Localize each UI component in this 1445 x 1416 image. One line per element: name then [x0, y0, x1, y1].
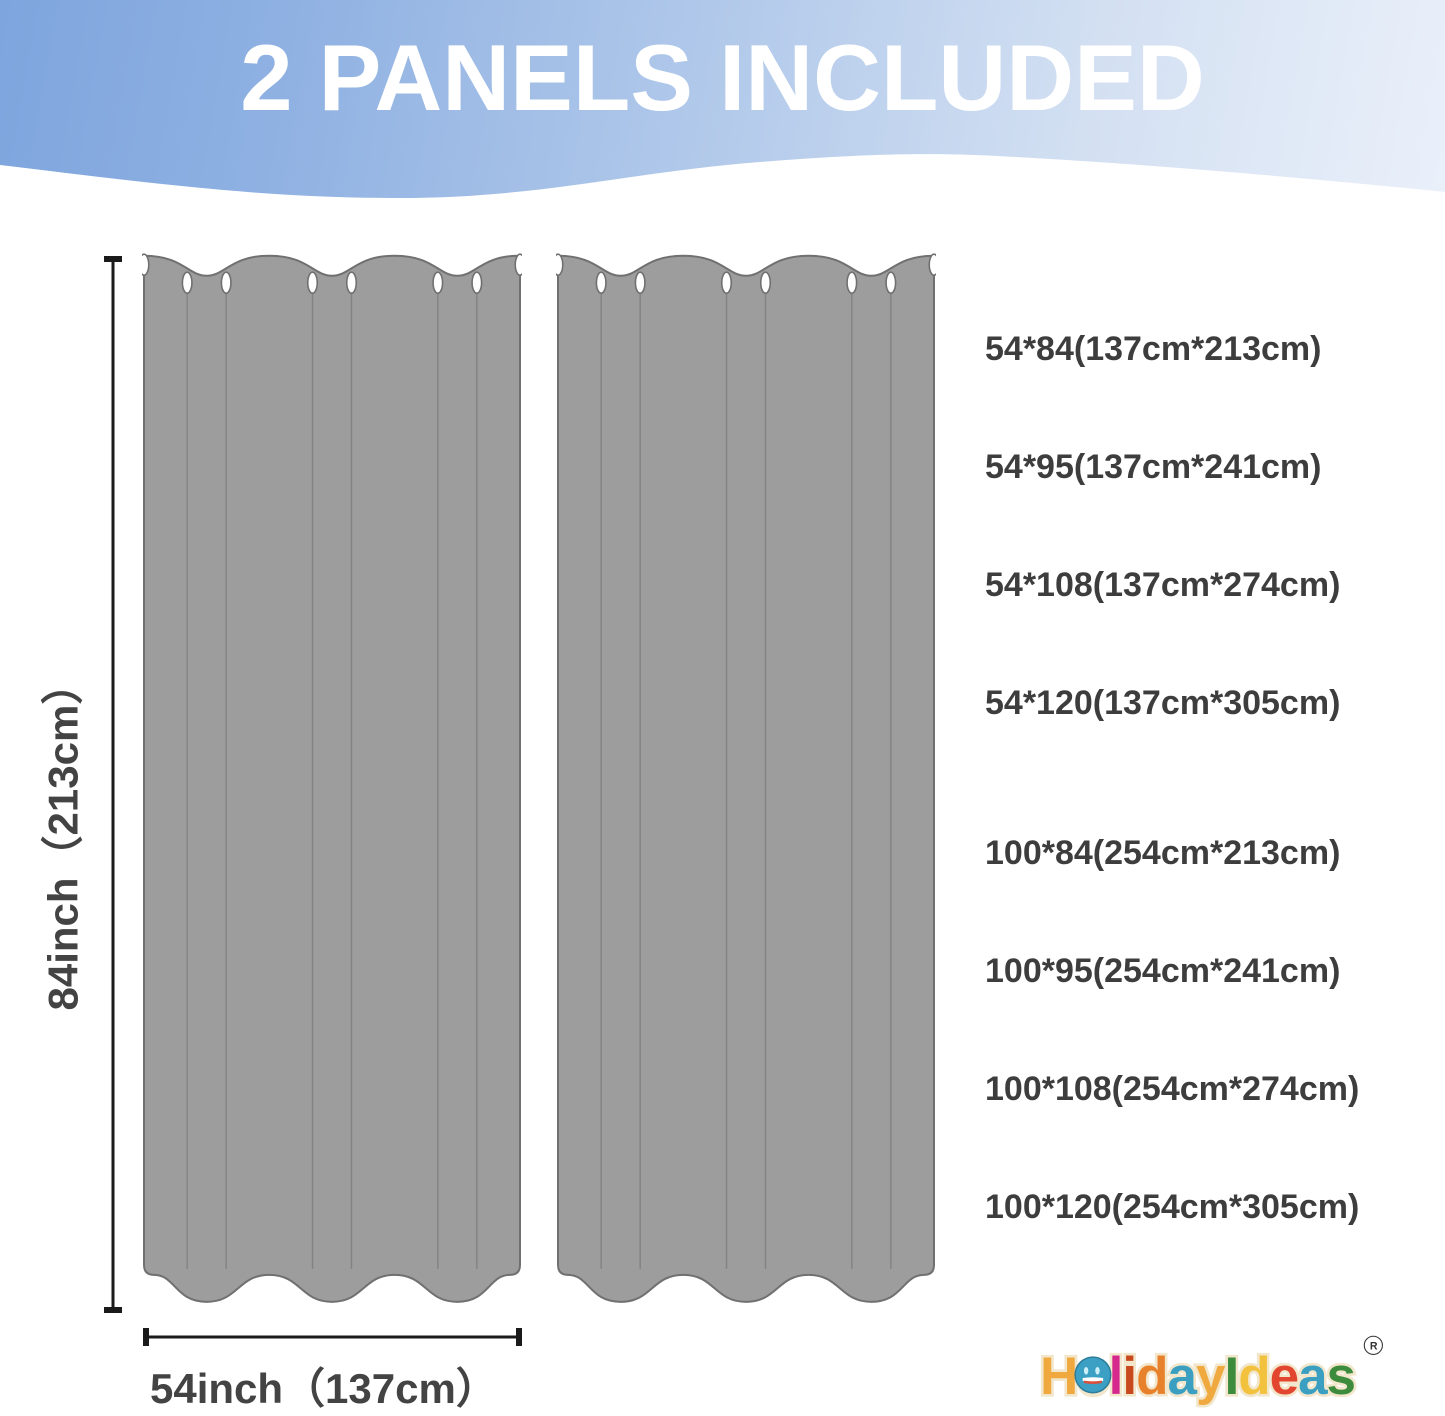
svg-text:R: R [1370, 1341, 1378, 1353]
